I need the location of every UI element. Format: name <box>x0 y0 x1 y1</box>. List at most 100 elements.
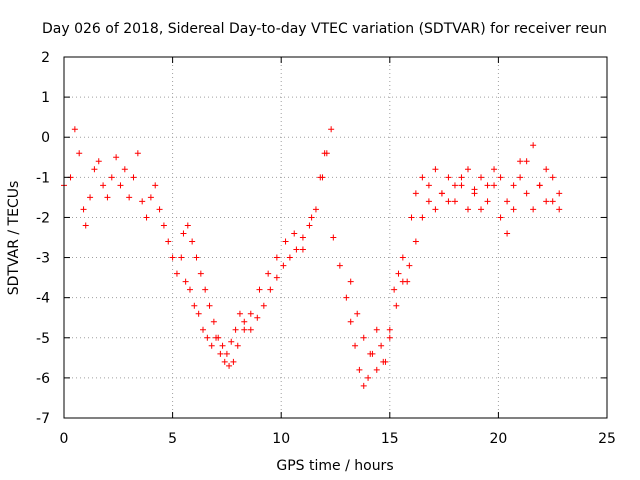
data-point <box>143 214 150 221</box>
data-point <box>464 206 471 213</box>
data-point <box>228 338 235 345</box>
data-point <box>478 174 485 181</box>
data-point <box>530 142 537 149</box>
y-tick-label: -4 <box>36 291 50 307</box>
data-point <box>210 318 217 325</box>
data-point <box>280 262 287 269</box>
data-point <box>215 334 222 341</box>
data-point <box>265 270 272 277</box>
data-point <box>95 158 102 165</box>
data-point <box>328 126 335 133</box>
data-point <box>412 190 419 197</box>
data-point <box>510 182 517 189</box>
data-point <box>293 246 300 253</box>
grid-lines <box>64 57 607 418</box>
data-point <box>91 166 98 173</box>
chart-title: Day 026 of 2018, Sidereal Day-to-day VTE… <box>42 21 607 37</box>
data-point <box>412 238 419 245</box>
data-point <box>200 326 207 333</box>
data-point <box>471 190 478 197</box>
data-point <box>282 238 289 245</box>
data-point <box>291 230 298 237</box>
data-point <box>373 326 380 333</box>
data-points <box>61 126 563 389</box>
data-point <box>232 326 239 333</box>
data-point <box>219 342 226 349</box>
data-point <box>87 194 94 201</box>
data-point <box>549 198 556 205</box>
data-point <box>221 358 228 365</box>
data-point <box>156 206 163 213</box>
data-point <box>152 182 159 189</box>
data-point <box>543 166 550 173</box>
data-point <box>399 254 406 261</box>
y-tick-label: 2 <box>41 50 50 66</box>
data-point <box>347 278 354 285</box>
data-point <box>491 182 498 189</box>
data-point <box>530 206 537 213</box>
x-tick-label: 25 <box>598 431 616 447</box>
y-tick-label: -1 <box>36 170 50 186</box>
x-axis-label: GPS time / hours <box>276 458 393 474</box>
series-track-4 <box>347 158 563 373</box>
y-axis-ticks: 2 1 0 -1 -2 -3 -4 -5 -6 -7 <box>36 50 607 427</box>
data-point <box>76 150 83 157</box>
data-point <box>130 174 137 181</box>
data-point <box>202 286 209 293</box>
data-point <box>445 174 452 181</box>
data-point <box>254 314 261 321</box>
data-point <box>160 222 167 229</box>
data-point <box>458 174 465 181</box>
data-point <box>139 198 146 205</box>
data-point <box>523 190 530 197</box>
data-point <box>312 206 319 213</box>
data-point <box>182 278 189 285</box>
data-point <box>497 174 504 181</box>
data-point <box>230 358 237 365</box>
data-point <box>451 182 458 189</box>
data-point <box>504 230 511 237</box>
data-point <box>391 286 398 293</box>
data-point <box>113 154 120 161</box>
y-tick-label: -5 <box>36 331 50 347</box>
data-point <box>380 358 387 365</box>
data-point <box>425 182 432 189</box>
data-point <box>347 318 354 325</box>
data-point <box>556 190 563 197</box>
data-point <box>438 190 445 197</box>
data-point <box>549 174 556 181</box>
data-point <box>134 150 141 157</box>
data-point <box>517 158 524 165</box>
data-point <box>206 302 213 309</box>
data-point <box>445 198 452 205</box>
data-point <box>536 182 543 189</box>
data-point <box>464 166 471 173</box>
data-point <box>241 326 248 333</box>
data-point <box>330 234 337 241</box>
data-point <box>108 174 115 181</box>
data-point <box>286 254 293 261</box>
data-point <box>399 278 406 285</box>
data-point <box>195 310 202 317</box>
data-point <box>189 238 196 245</box>
x-tick-label: 15 <box>381 431 399 447</box>
data-point <box>178 254 185 261</box>
data-point <box>234 342 241 349</box>
y-axis-label: SDTVAR / TECUs <box>6 181 22 296</box>
data-point <box>100 182 107 189</box>
data-point <box>356 366 363 373</box>
plot-frame <box>63 56 608 419</box>
data-point <box>360 382 367 389</box>
data-point <box>256 286 263 293</box>
data-point <box>104 194 111 201</box>
y-tick-label: -6 <box>36 371 50 387</box>
data-point <box>425 198 432 205</box>
x-tick-label: 20 <box>489 431 507 447</box>
data-point <box>354 310 361 317</box>
data-point <box>517 174 524 181</box>
y-tick-label: -7 <box>36 411 50 427</box>
data-point <box>336 262 343 269</box>
data-point <box>247 326 254 333</box>
data-point <box>352 342 359 349</box>
data-point <box>299 234 306 241</box>
